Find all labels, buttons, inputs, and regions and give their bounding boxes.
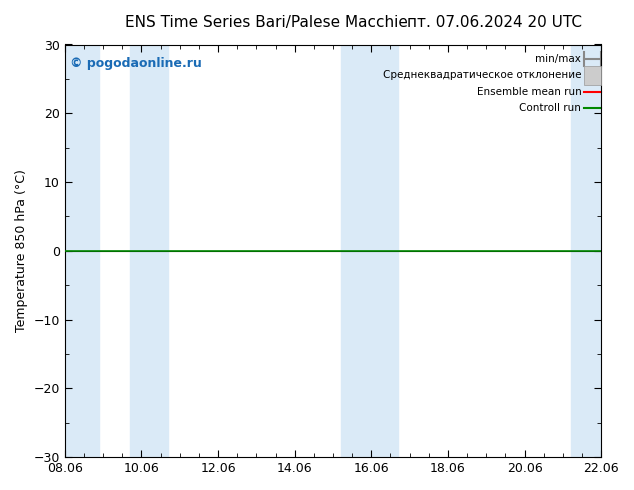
Bar	[130, 45, 168, 457]
Bar	[65, 45, 100, 457]
Text: Ensemble mean run: Ensemble mean run	[477, 87, 581, 97]
Bar	[340, 45, 398, 457]
Y-axis label: Temperature 850 hPa (°C): Temperature 850 hPa (°C)	[15, 170, 28, 332]
Text: Среднеквадратическое отклонение: Среднеквадратическое отклонение	[383, 71, 581, 80]
Bar	[571, 45, 602, 457]
Text: пт. 07.06.2024 20 UTC: пт. 07.06.2024 20 UTC	[407, 15, 582, 30]
Text: ENS Time Series Bari/Palese Macchie: ENS Time Series Bari/Palese Macchie	[125, 15, 408, 30]
Text: Controll run: Controll run	[519, 103, 581, 114]
Bar	[584, 66, 600, 85]
Text: min/max: min/max	[536, 54, 581, 64]
Text: © pogodaonline.ru: © pogodaonline.ru	[70, 57, 202, 70]
